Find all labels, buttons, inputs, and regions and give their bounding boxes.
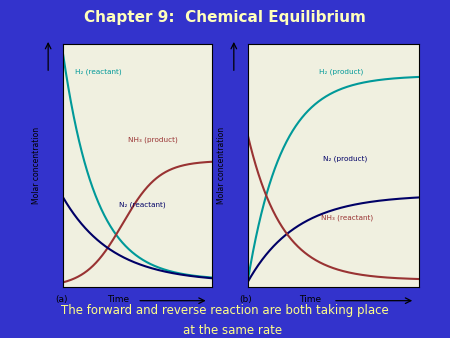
Text: (a): (a) <box>56 295 68 304</box>
Text: NH₃ (reactant): NH₃ (reactant) <box>321 214 373 221</box>
Text: Molar concentration: Molar concentration <box>32 127 41 204</box>
Text: at the same rate: at the same rate <box>168 324 282 337</box>
Text: N₂ (reactant): N₂ (reactant) <box>119 202 166 209</box>
Text: Time: Time <box>108 295 130 304</box>
Text: H₂ (product): H₂ (product) <box>320 68 364 75</box>
Text: N₂ (product): N₂ (product) <box>323 156 367 162</box>
Text: (b): (b) <box>239 295 252 304</box>
Text: Time: Time <box>299 295 321 304</box>
Text: The forward and reverse reaction are both taking place: The forward and reverse reaction are bot… <box>61 304 389 317</box>
Text: Molar concentration: Molar concentration <box>217 127 226 204</box>
Text: Chapter 9:  Chemical Equilibrium: Chapter 9: Chemical Equilibrium <box>84 10 366 25</box>
Text: NH₃ (product): NH₃ (product) <box>128 136 178 143</box>
Text: H₂ (reactant): H₂ (reactant) <box>75 68 122 75</box>
